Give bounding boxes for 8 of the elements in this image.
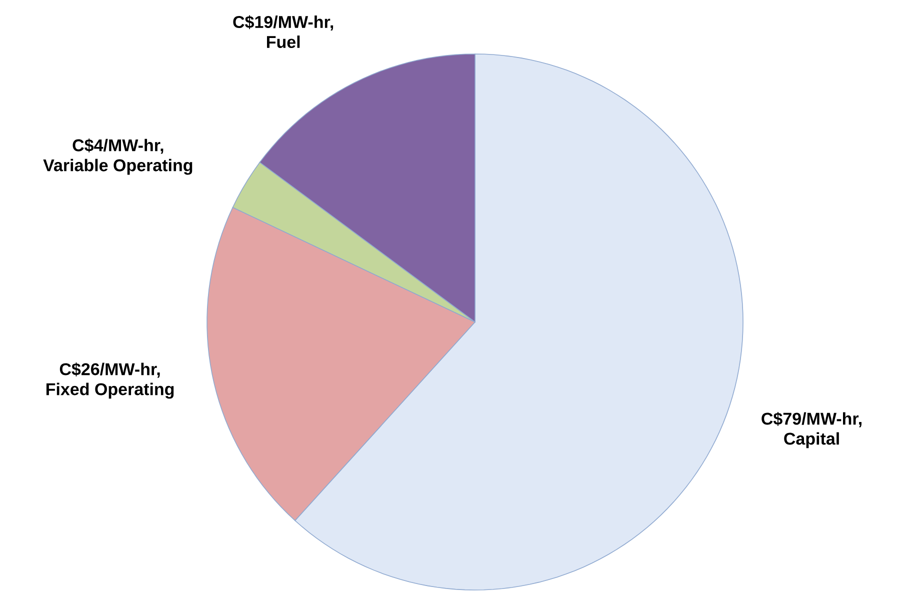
data-label: C$19/MW-hr, <box>233 15 334 30</box>
slice-label: Fixed Operating <box>46 382 174 399</box>
slice-label: Variable Operating <box>43 158 192 175</box>
data-label: C$4/MW-hr, <box>72 138 164 154</box>
data-label: C$79/MW-hr, <box>762 412 862 428</box>
slice-label: Capital <box>784 432 839 448</box>
slice-label: Fuel <box>267 36 300 48</box>
data-label: C$26/MW-hr, <box>60 362 160 378</box>
